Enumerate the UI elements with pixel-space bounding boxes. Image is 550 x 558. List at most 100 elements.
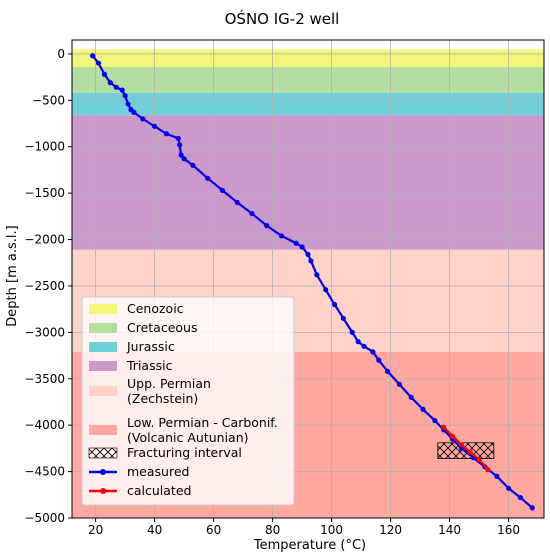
plot-frame [71,39,545,519]
legend-label-4: Upp. Permian (Zechstein) [127,376,211,406]
series-point-measured-17 [190,162,196,168]
legend-swatch-3 [89,361,117,371]
series-point-measured-34 [361,343,367,349]
series-point-measured-39 [408,394,414,400]
series-point-calculated-4 [476,456,482,463]
legend-label-0: Cenozoic [127,301,184,316]
legend-box [81,296,295,506]
series-point-measured-13 [175,135,181,141]
series-point-measured-7 [125,101,131,107]
y-tick-label-9: −4500 [24,465,65,479]
series-point-measured-21 [249,210,255,217]
series-point-measured-48 [506,485,512,491]
x-tick-label-6: 140 [438,523,461,537]
series-point-calculated-1 [449,433,456,439]
series-point-measured-10 [140,116,146,122]
legend-swatch-4 [89,386,117,396]
y-tick-label-7: −3500 [24,372,65,386]
legend-swatch-6 [88,447,118,459]
legend-swatch-2 [89,342,117,352]
x-tick-label-5: 120 [379,523,402,537]
legend-label-line: (Zechstein) [127,391,198,406]
series-point-measured-19 [219,187,226,193]
legend-marker-8 [100,488,106,494]
series-point-measured-5 [119,87,125,93]
series-point-measured-2 [101,71,108,77]
series-point-calculated-3 [467,449,473,455]
series-point-measured-1 [95,60,102,66]
y-tick-label-3: −1500 [24,186,65,200]
x-tick-label-0: 20 [88,523,103,537]
legend-label-line: Cenozoic [127,301,184,316]
y-tick-label-0: 0 [57,47,65,61]
legend-marker-7 [100,469,106,475]
y-tick-label-4: −2000 [24,233,65,247]
series-point-measured-41 [432,417,438,424]
series-point-measured-47 [494,473,500,479]
y-tick-label-6: −3000 [24,325,65,339]
series-point-measured-4 [113,84,119,90]
legend-label-7: measured [127,464,189,479]
x-tick-label-3: 80 [265,523,280,537]
legend-label-1: Cretaceous [127,320,198,335]
series-point-measured-11 [152,123,158,129]
series-point-measured-23 [278,233,285,239]
chart-title: OŚNO IG-2 well [225,9,340,28]
series-point-measured-49 [517,494,524,501]
legend-label-line: Triassic [126,358,173,373]
series-point-measured-32 [349,329,355,335]
legend-swatch-5 [89,425,117,435]
series-point-measured-9 [131,109,137,115]
series-point-measured-25 [299,244,305,250]
legend-label-line: (Volcanic Autunian) [127,430,249,445]
legend-label-3: Triassic [126,358,173,373]
series-point-measured-38 [396,381,403,387]
legend-label-8: calculated [127,483,191,498]
x-tick-label-1: 40 [147,523,162,537]
series-point-measured-35 [370,349,376,355]
series-point-measured-40 [420,406,426,413]
series-point-measured-22 [264,223,270,229]
y-tick-label-1: −500 [32,93,65,107]
stratum-band-2 [72,92,544,116]
series-point-calculated-5 [485,467,491,473]
x-tick-label-2: 60 [206,523,221,537]
series-point-measured-37 [385,368,391,374]
series-point-measured-16 [181,156,187,162]
legend-swatch-1 [89,323,117,333]
series-layer [90,53,535,511]
y-axis-label: Depth [m a.s.l.] [5,225,20,326]
legend-label-line: Jurassic [126,339,175,354]
series-point-calculated-2 [458,442,464,448]
x-axis-label: Temperature (°C) [253,538,366,553]
legend-label-6: Fracturing interval [127,445,242,460]
series-point-calculated-0 [441,424,447,430]
series-point-measured-36 [376,357,382,363]
x-tick-label-7: 160 [497,523,520,537]
series-point-measured-50 [529,505,535,511]
series-point-measured-0 [90,53,96,59]
y-tick-label-10: −5000 [24,511,65,525]
stratum-band-3 [72,115,544,250]
series-point-measured-26 [305,251,311,258]
series-point-measured-12 [163,131,169,137]
series-point-measured-14 [177,142,183,148]
y-tick-label-8: −4000 [24,418,65,432]
series-point-measured-20 [234,199,240,206]
legend-label-2: Jurassic [126,339,175,354]
series-point-measured-27 [308,258,314,264]
legend-label-line: Cretaceous [127,320,198,335]
stratum-band-1 [72,66,544,93]
legend-label-5: Low. Permian - Carbonif. (Volcanic Autuni… [127,415,278,445]
series-point-measured-18 [205,175,211,181]
legend-label-line: Upp. Permian [127,376,211,391]
series-point-measured-28 [314,272,320,278]
y-tick-label-2: −1000 [24,140,65,154]
legend: Cenozoic Cretaceous Jurassic Triassic Upp. P… [81,296,295,506]
series-point-measured-33 [355,339,361,345]
series-point-measured-24 [293,240,299,246]
legend-label-line: Fracturing interval [127,445,242,460]
series-point-measured-3 [107,80,113,86]
